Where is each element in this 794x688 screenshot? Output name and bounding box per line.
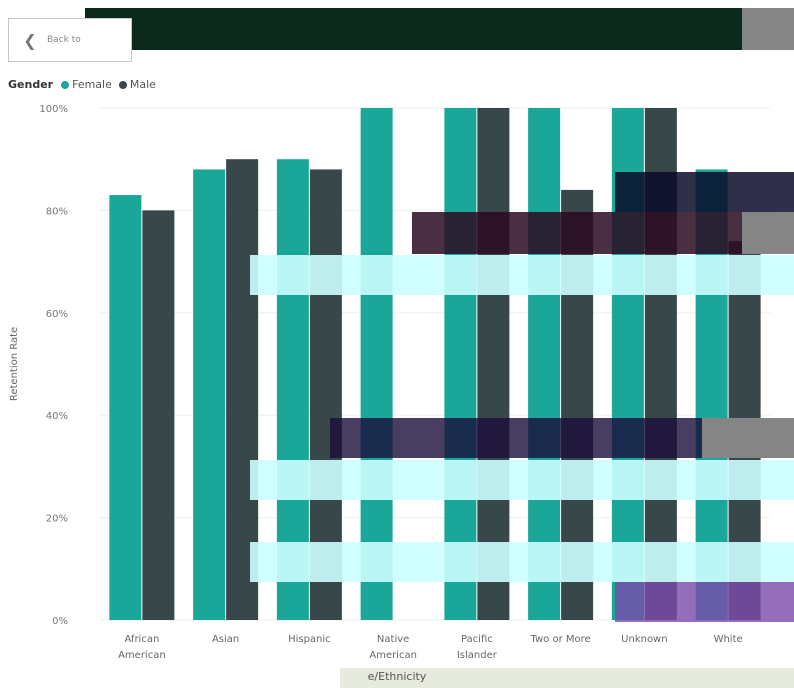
bar-female <box>193 169 226 620</box>
legend-label-female: Female <box>72 78 112 91</box>
x-tick-label: White <box>714 634 743 645</box>
overlay-band <box>250 460 794 500</box>
chevron-left-icon: ❮ <box>23 30 37 50</box>
x-tick-label: American <box>118 650 166 661</box>
x-tick-label: Two or More <box>530 634 591 645</box>
x-axis-title: e/Ethnicity <box>367 670 427 683</box>
back-button-label: Back to <box>47 35 81 45</box>
overlay-band <box>615 172 794 212</box>
x-tick-label: Islander <box>457 650 498 661</box>
y-axis-title: Retention Rate <box>9 327 20 401</box>
back-button[interactable]: ❮ Back to <box>8 18 132 62</box>
x-tick-label: Hispanic <box>288 634 331 645</box>
bar-female <box>528 108 561 620</box>
legend-item-female[interactable]: Female <box>61 78 112 91</box>
overlay-band <box>742 212 794 254</box>
y-tick-label: 40% <box>46 411 68 422</box>
bar-male <box>477 108 510 620</box>
y-tick-label: 60% <box>46 309 68 320</box>
legend-item-male[interactable]: Male <box>118 78 156 91</box>
bar-female <box>444 108 477 620</box>
bar-female <box>109 195 142 621</box>
x-tick-label: Native <box>377 634 409 645</box>
x-tick-label: Unknown <box>621 634 667 645</box>
x-tick-label: African <box>124 634 159 645</box>
bar-male <box>142 210 175 620</box>
bar-female <box>360 108 393 620</box>
overlay-band <box>615 582 794 622</box>
x-tick-label: Asian <box>212 634 239 645</box>
overlay-band <box>702 418 794 458</box>
x-tick-label: American <box>369 650 417 661</box>
y-tick-label: 80% <box>46 206 68 217</box>
y-tick-label: 0% <box>52 616 68 627</box>
chart-legend: Gender Female Male <box>8 78 159 91</box>
report-header-end <box>742 8 794 50</box>
overlay-band <box>250 255 794 295</box>
y-tick-label: 20% <box>46 514 68 525</box>
report-header-bar <box>85 8 794 50</box>
legend-swatch-female <box>61 80 70 89</box>
x-axis-title-bar <box>340 668 794 688</box>
legend-title: Gender <box>8 78 54 91</box>
legend-label-male: Male <box>129 78 156 91</box>
y-tick-label: 100% <box>39 104 68 115</box>
x-tick-label: Pacific <box>461 634 493 645</box>
overlay-band <box>412 212 794 254</box>
overlay-band <box>250 542 794 582</box>
legend-swatch-male <box>118 80 127 89</box>
